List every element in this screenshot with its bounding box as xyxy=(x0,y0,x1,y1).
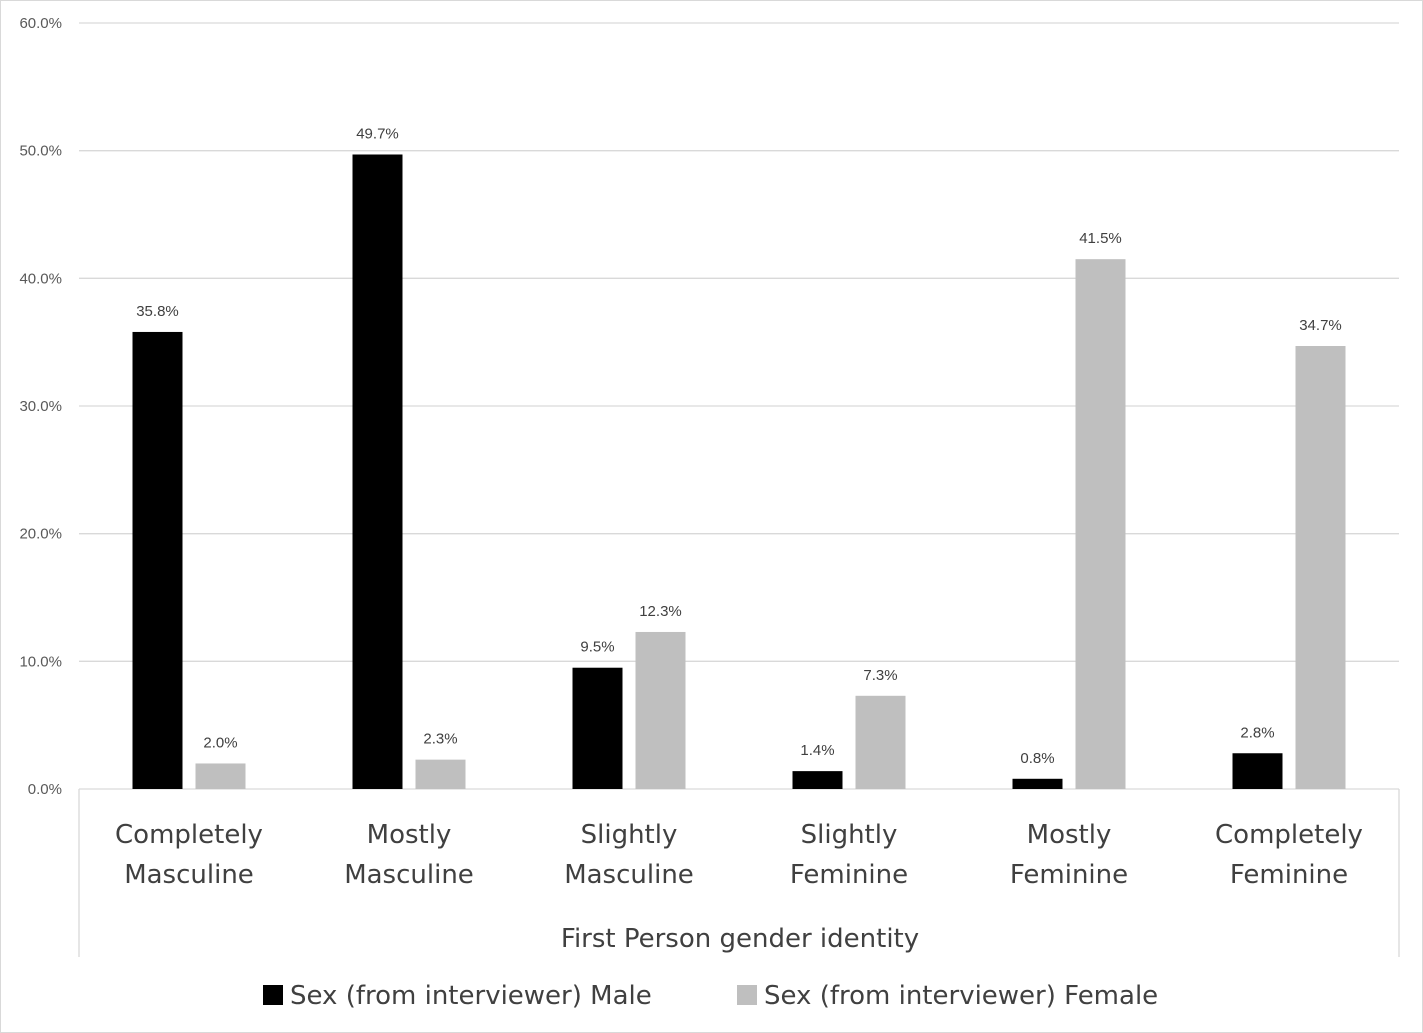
bar xyxy=(132,331,183,789)
y-tick-label: 0.0% xyxy=(28,781,62,798)
data-label: 35.8% xyxy=(136,303,179,320)
bar xyxy=(195,763,246,789)
bar xyxy=(572,667,623,789)
category-label: Mostly xyxy=(1027,820,1112,850)
data-label: 34.7% xyxy=(1299,317,1342,334)
category-label: Feminine xyxy=(1230,860,1348,890)
category-label: Mostly xyxy=(367,820,452,850)
bar xyxy=(1075,259,1126,789)
legend-label: Sex (from interviewer) Male xyxy=(290,981,652,1011)
bar xyxy=(855,695,906,789)
y-tick-label: 10.0% xyxy=(19,653,62,670)
data-label: 2.3% xyxy=(423,731,457,748)
category-label: Feminine xyxy=(790,860,908,890)
data-label: 1.4% xyxy=(800,742,834,759)
data-label: 9.5% xyxy=(580,639,614,656)
bar xyxy=(1012,778,1063,789)
data-label: 7.3% xyxy=(863,667,897,684)
y-axis-ticks: 0.0% 10.0% 20.0% 30.0% 40.0% 50.0% 60.0% xyxy=(19,15,62,798)
y-tick-label: 50.0% xyxy=(19,143,62,160)
category-label: Completely xyxy=(115,820,263,850)
data-label: 49.7% xyxy=(356,125,399,142)
data-label: 12.3% xyxy=(639,603,682,620)
y-tick-label: 20.0% xyxy=(19,526,62,543)
y-tick-label: 60.0% xyxy=(19,15,62,32)
category-label: Masculine xyxy=(344,860,474,890)
y-tick-label: 30.0% xyxy=(19,398,62,415)
category-labels: Completely Masculine Mostly Masculine Slight… xyxy=(115,820,1363,890)
bar xyxy=(635,631,686,789)
category-label: Masculine xyxy=(124,860,254,890)
gridlines xyxy=(78,22,1400,957)
bars xyxy=(132,154,1346,789)
data-label: 2.8% xyxy=(1240,724,1274,741)
bar xyxy=(352,154,403,789)
data-label: 2.0% xyxy=(203,734,237,751)
legend-label: Sex (from interviewer) Female xyxy=(764,981,1158,1011)
data-labels: 35.8% 2.0% 49.7% 2.3% 9.5% 12.3% 1.4% 7.3% 0.8% 4… xyxy=(136,125,1342,766)
legend-swatch xyxy=(737,985,757,1005)
legend: Sex (from interviewer) Male Sex (from int… xyxy=(263,981,1158,1011)
bar xyxy=(1232,753,1283,789)
data-label: 0.8% xyxy=(1020,750,1054,767)
legend-swatch xyxy=(263,985,283,1005)
category-label: Completely xyxy=(1215,820,1363,850)
data-label: 41.5% xyxy=(1079,230,1122,247)
x-axis-title: First Person gender identity xyxy=(561,924,919,954)
bar xyxy=(1295,345,1346,789)
category-label: Masculine xyxy=(564,860,694,890)
category-label: Slightly xyxy=(801,820,898,850)
category-label: Feminine xyxy=(1010,860,1128,890)
category-label: Slightly xyxy=(581,820,678,850)
y-tick-label: 40.0% xyxy=(19,270,62,287)
bar xyxy=(792,771,843,789)
bar xyxy=(415,759,466,789)
